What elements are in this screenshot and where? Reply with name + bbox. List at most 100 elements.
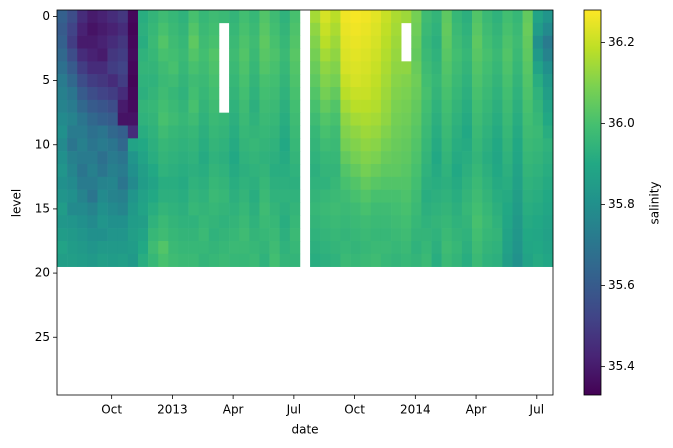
heatmap-cell [411, 241, 422, 255]
heatmap-cell [178, 112, 189, 126]
heatmap-cell [178, 35, 189, 49]
heatmap-cell [350, 138, 361, 152]
heatmap-cell [320, 138, 331, 152]
heatmap-cell [279, 253, 291, 267]
heatmap-cell [310, 253, 321, 267]
heatmap-cell [249, 202, 260, 216]
heatmap-cell [289, 189, 301, 203]
heatmap-cell [330, 74, 341, 88]
heatmap-cell [188, 35, 200, 49]
heatmap-cell [391, 10, 402, 24]
heatmap-cell [137, 138, 149, 152]
heatmap-cell [208, 48, 220, 62]
heatmap-cell [289, 253, 301, 267]
heatmap-cell [380, 164, 392, 178]
heatmap-cell [259, 74, 270, 88]
heatmap-cell [461, 10, 473, 24]
heatmap-cell [310, 176, 321, 190]
heatmap-cell [310, 189, 321, 203]
heatmap-cell [360, 22, 372, 36]
heatmap-cell [87, 202, 98, 216]
heatmap-cell [492, 125, 503, 139]
heatmap-cell [168, 112, 179, 126]
heatmap-cell [401, 74, 412, 88]
heatmap-cell [107, 99, 119, 113]
heatmap-cell [421, 48, 432, 62]
heatmap-cell [320, 164, 331, 178]
heatmap-cell [279, 151, 291, 165]
heatmap-cell [77, 253, 88, 267]
heatmap-cell [532, 189, 544, 203]
heatmap-cell [512, 151, 523, 165]
heatmap-cell [542, 176, 554, 190]
heatmap-cell [482, 215, 493, 229]
heatmap-cell [127, 61, 139, 75]
heatmap-cell [411, 87, 422, 101]
heatmap-cell [492, 87, 503, 101]
heatmap-cell [127, 48, 139, 62]
heatmap-cell [198, 138, 210, 152]
heatmap-cell [330, 138, 341, 152]
heatmap-cell [148, 22, 159, 36]
heatmap-cell [208, 138, 220, 152]
heatmap-cell [370, 10, 382, 24]
heatmap-cell [97, 35, 108, 49]
heatmap-cell [370, 202, 382, 216]
heatmap-cell [279, 48, 291, 62]
heatmap-cell [391, 176, 402, 190]
heatmap-cell [492, 22, 503, 36]
heatmap-cell [310, 112, 321, 126]
heatmap-cell [269, 74, 280, 88]
heatmap-cell [461, 125, 473, 139]
heatmap-cell [57, 228, 68, 242]
heatmap-cell [137, 48, 149, 62]
heatmap-cell [127, 253, 139, 267]
heatmap-cell [168, 22, 179, 36]
heatmap-cell [492, 241, 503, 255]
heatmap-cell [77, 125, 88, 139]
heatmap-cell [502, 35, 513, 49]
heatmap-cell [421, 61, 432, 75]
heatmap-cell [330, 61, 341, 75]
heatmap-cell [289, 202, 301, 216]
heatmap-cell [87, 112, 98, 126]
heatmap-cell [330, 241, 341, 255]
heatmap-cell [360, 138, 372, 152]
heatmap-cell [492, 189, 503, 203]
heatmap-cell [208, 189, 220, 203]
heatmap-cell [502, 125, 513, 139]
heatmap-cell [441, 176, 453, 190]
heatmap-cell [340, 202, 351, 216]
heatmap-cell [421, 74, 432, 88]
heatmap-cell [77, 112, 88, 126]
heatmap-cell [482, 61, 493, 75]
heatmap-cell [188, 48, 200, 62]
heatmap-cell [492, 253, 503, 267]
heatmap-cell [441, 189, 453, 203]
heatmap-cell [249, 228, 260, 242]
heatmap-cell [411, 74, 422, 88]
heatmap-cell [380, 202, 392, 216]
heatmap-cell [401, 253, 412, 267]
heatmap-cell [350, 22, 361, 36]
heatmap-cell [279, 215, 291, 229]
heatmap-cell [279, 10, 291, 24]
heatmap-cell [391, 35, 402, 49]
heatmap-cell [401, 164, 412, 178]
heatmap-cell [492, 61, 503, 75]
heatmap-cell [229, 48, 240, 62]
heatmap-cell [310, 10, 321, 24]
heatmap-cell [441, 48, 453, 62]
heatmap-cell [532, 151, 544, 165]
heatmap-cell [67, 74, 78, 88]
heatmap-cell [542, 164, 554, 178]
heatmap-cell [259, 61, 270, 75]
heatmap-cell [269, 35, 280, 49]
heatmap-cell [239, 35, 250, 49]
heatmap-cell [148, 202, 159, 216]
heatmap-cell [127, 215, 139, 229]
heatmap-cell [482, 202, 493, 216]
heatmap-cell [512, 48, 523, 62]
heatmap-cell [127, 87, 139, 101]
heatmap-cell [259, 112, 270, 126]
